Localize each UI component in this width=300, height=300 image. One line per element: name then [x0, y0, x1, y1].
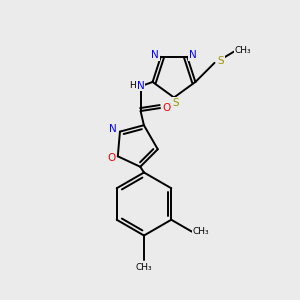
- Text: CH₃: CH₃: [234, 46, 251, 55]
- Text: O: O: [107, 153, 115, 163]
- Text: N: N: [110, 124, 117, 134]
- Text: N: N: [152, 50, 159, 60]
- Text: N: N: [189, 50, 196, 60]
- Text: S: S: [218, 56, 224, 66]
- Text: O: O: [163, 103, 171, 113]
- Text: S: S: [172, 98, 179, 108]
- Text: CH₃: CH₃: [136, 263, 152, 272]
- Text: CH₃: CH₃: [192, 227, 209, 236]
- Text: N: N: [137, 81, 145, 91]
- Text: H: H: [129, 81, 136, 90]
